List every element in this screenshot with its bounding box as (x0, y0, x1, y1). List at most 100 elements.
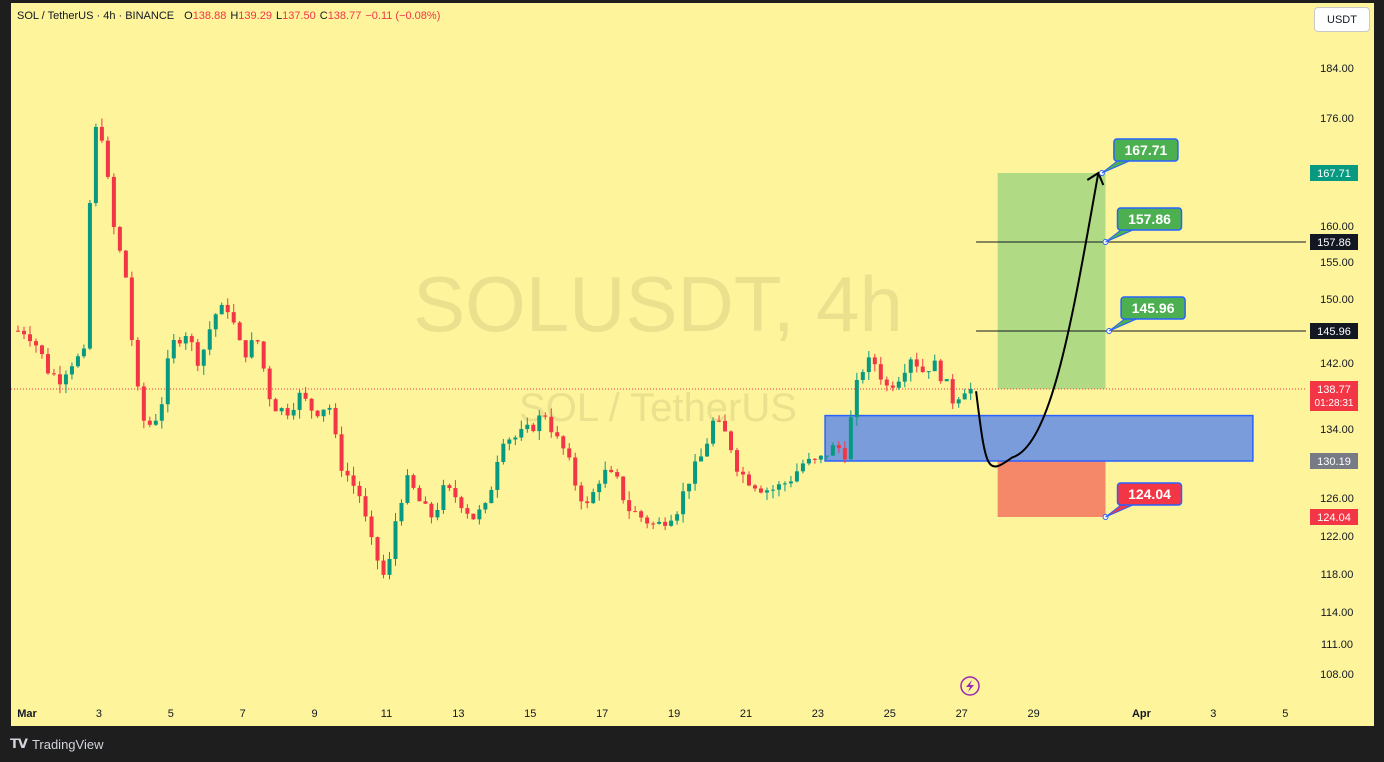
candle-body (962, 393, 967, 400)
candle-body (75, 356, 80, 367)
candle-body (267, 368, 272, 400)
candle-body (399, 502, 404, 522)
candle-body (537, 415, 542, 432)
candle-body (471, 513, 476, 520)
candle-body (333, 407, 338, 435)
axis-tag-text: 145.96 (1317, 326, 1351, 338)
levels-layer (11, 241, 1306, 390)
target-zone (997, 173, 1106, 389)
tradingview-logo[interactable]: 𝗧𝗩 TradingView (10, 736, 103, 752)
candle-body (926, 371, 931, 373)
tradingview-logo-icon: 𝗧𝗩 (10, 736, 28, 751)
candle-body (746, 474, 751, 486)
candle-body (561, 436, 566, 449)
candle-body (609, 469, 614, 473)
candle-body (99, 126, 104, 141)
replay-icon[interactable] (960, 676, 980, 696)
tradingview-brand: TradingView (31, 736, 104, 752)
axis-tag-bg (1310, 234, 1358, 250)
candle-body (129, 277, 134, 340)
callout-box (1116, 482, 1183, 506)
candle-body (213, 314, 218, 330)
candle-body (465, 508, 470, 514)
candle-body (914, 359, 919, 367)
candle-body (273, 399, 278, 412)
axis-tag-last-price: 138.77 01:28:31 (1310, 381, 1358, 411)
candle-body (836, 445, 841, 449)
candle-body (818, 455, 823, 460)
candle-body (603, 469, 608, 484)
candle-body (902, 372, 907, 382)
price-tick: 111.00 (1321, 639, 1353, 651)
candle-body (243, 340, 248, 358)
price-tick: 184.00 (1320, 63, 1354, 75)
candle-body (764, 490, 769, 493)
candle-body (932, 360, 937, 372)
axis-tag-145.96: 145.96 (1310, 323, 1358, 339)
candle-body (549, 416, 554, 433)
candle-body (159, 404, 164, 421)
time-tick: 27 (956, 708, 968, 720)
time-tick: Mar (17, 708, 37, 720)
price-tick: 134.00 (1320, 424, 1354, 436)
candle-body (711, 420, 716, 444)
candle-body (285, 408, 290, 416)
projection-curve (975, 172, 1100, 468)
price-tick: 176.00 (1320, 113, 1354, 125)
candle-body (33, 341, 38, 346)
time-scale[interactable] (11, 701, 1374, 726)
bar-countdown: 01:28:31 (1315, 398, 1354, 409)
candle-body (16, 330, 21, 332)
candle-body (423, 501, 428, 504)
candle-body (219, 304, 224, 315)
candle-body (321, 409, 326, 417)
time-tick: Apr (1132, 708, 1152, 720)
candle-body (812, 458, 817, 460)
symbol-title[interactable]: SOL / TetherUS · 4h · BINANCE (17, 10, 175, 22)
candle-body (633, 511, 638, 513)
time-tick: 15 (524, 708, 536, 720)
candle-body (788, 481, 793, 484)
axis-tag-bg (1310, 509, 1358, 525)
candle-body (621, 476, 626, 501)
currency-button[interactable]: USDT (1314, 7, 1370, 32)
candle-body (381, 560, 386, 575)
candle-body (207, 329, 212, 350)
price-tick: 160.00 (1320, 221, 1354, 233)
watermark: SOLUSDT, 4h SOL / TetherUS (413, 260, 903, 430)
time-tick: 5 (1282, 708, 1288, 720)
candle-body (920, 366, 925, 373)
projection-arrowhead (1086, 171, 1105, 186)
axis-tag-bg (1310, 165, 1358, 181)
candle-body (878, 364, 883, 380)
candle-body (477, 509, 482, 520)
time-tick: 9 (312, 708, 318, 720)
candle-body (117, 227, 122, 251)
time-tick: 17 (596, 708, 608, 720)
candle-body (723, 420, 728, 432)
candle-body (459, 497, 464, 509)
axis-tag-167.71: 167.71 (1310, 165, 1358, 181)
axis-tag-text: 167.71 (1317, 168, 1351, 180)
candle-body (585, 501, 590, 504)
candle-body (824, 455, 829, 457)
watermark-line2: SOL / TetherUS (519, 386, 797, 430)
candle-body (483, 503, 488, 510)
time-tick: 29 (1027, 708, 1039, 720)
candle-body (830, 445, 835, 456)
candle-body (195, 342, 200, 366)
callout-label: 145.96 (1132, 300, 1175, 316)
candle-body (657, 521, 662, 524)
candle-body (105, 140, 110, 177)
candle-body (417, 487, 422, 502)
price-axis-labels: 167.71 157.86 145.96 130.19 124.04 138.77 01:2… (1310, 165, 1358, 525)
price-scale[interactable] (1306, 3, 1374, 701)
price-tick: 108.00 (1320, 669, 1354, 681)
axis-tag-bg (1310, 453, 1358, 469)
candle-body (956, 399, 961, 404)
candle-body (123, 250, 128, 278)
last-price-value: 138.77 (1317, 384, 1351, 396)
candle-body (357, 485, 362, 497)
axis-tag-bg (1310, 323, 1358, 339)
candle-body (741, 471, 746, 475)
